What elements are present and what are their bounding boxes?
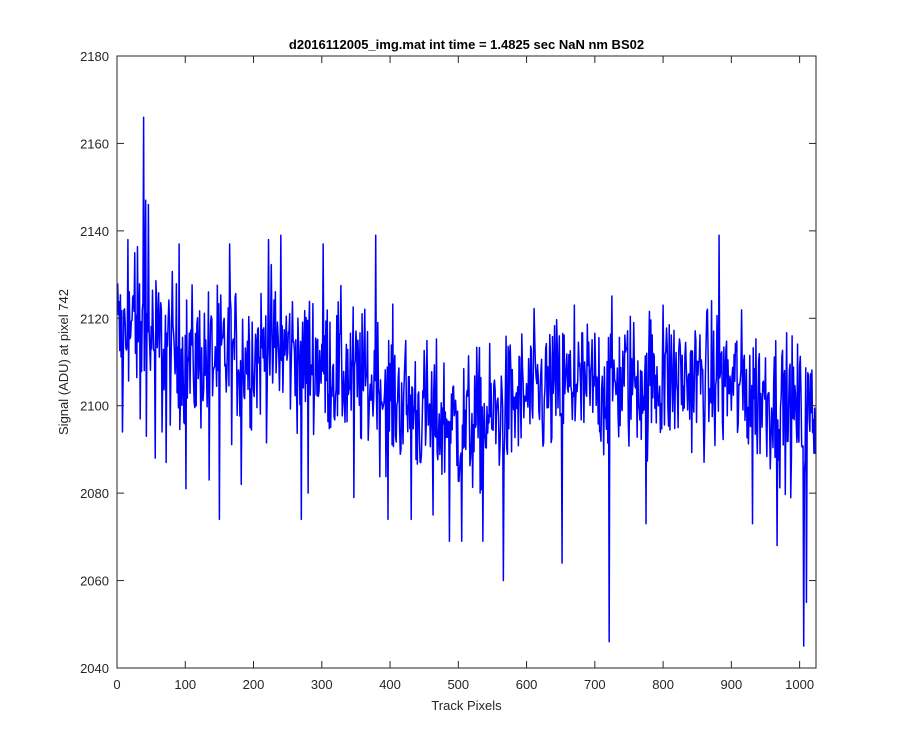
y-tick-label: 2040 xyxy=(80,661,109,676)
x-tick-label: 500 xyxy=(447,677,469,692)
x-tick-label: 800 xyxy=(652,677,674,692)
y-tick-label: 2100 xyxy=(80,399,109,414)
x-tick-label: 0 xyxy=(113,677,120,692)
y-axis-label: Signal (ADU) at pixel 742 xyxy=(56,289,71,435)
x-axis-ticks: 0 100 200 300 400 500 600 700 800 900 1000 xyxy=(113,56,814,692)
y-tick-label: 2140 xyxy=(80,224,109,239)
chart-title: d2016112005_img.mat int time = 1.4825 se… xyxy=(289,37,644,52)
y-tick-label: 2060 xyxy=(80,574,109,589)
y-axis-ticks: 2040 2060 2080 2100 2120 2140 2160 2180 xyxy=(80,49,816,676)
x-tick-label: 600 xyxy=(516,677,538,692)
y-tick-label: 2080 xyxy=(80,486,109,501)
axes-frame xyxy=(116,55,817,669)
x-tick-label: 700 xyxy=(584,677,606,692)
y-tick-label: 2160 xyxy=(80,136,109,151)
x-tick-label: 200 xyxy=(243,677,265,692)
y-tick-label: 2120 xyxy=(80,311,109,326)
y-tick-label: 2180 xyxy=(80,49,109,64)
x-tick-label: 900 xyxy=(721,677,743,692)
x-tick-label: 400 xyxy=(379,677,401,692)
x-tick-label: 300 xyxy=(311,677,333,692)
x-axis-label: Track Pixels xyxy=(431,698,502,713)
x-tick-label: 1000 xyxy=(785,677,814,692)
x-tick-label: 100 xyxy=(174,677,196,692)
series-line xyxy=(116,116,817,647)
